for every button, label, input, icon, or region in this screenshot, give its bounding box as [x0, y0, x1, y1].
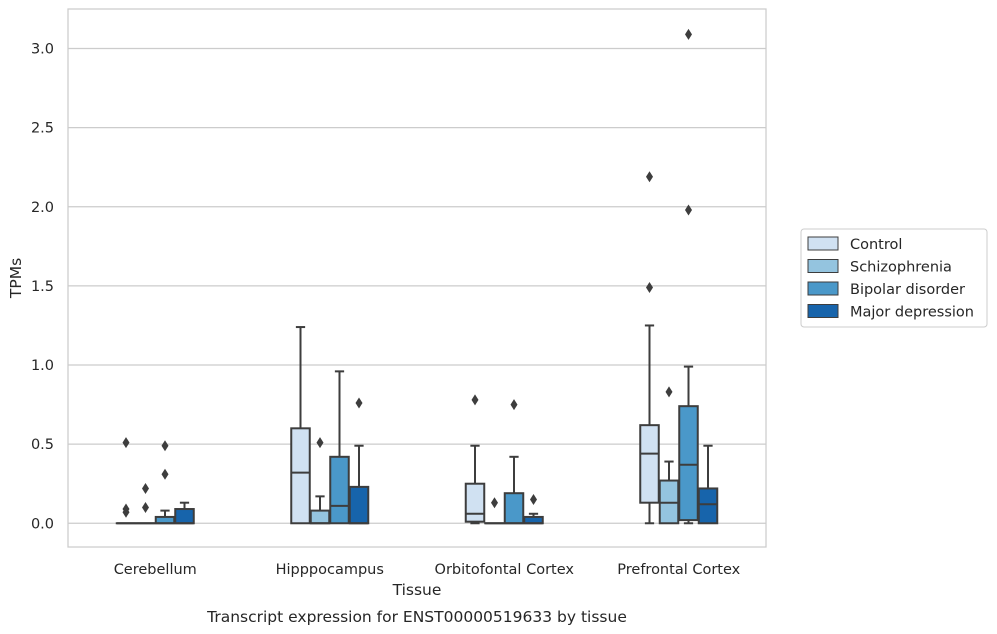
- y-axis-label: TPMs: [7, 258, 25, 299]
- outlier-point: [491, 497, 498, 509]
- legend: Control Schizophrenia Bipolar disorder Majo…: [800, 228, 988, 328]
- box-series: [115, 28, 719, 525]
- x-axis-label: Tissue: [392, 581, 442, 599]
- box-iqr: [503, 492, 525, 525]
- outlier-point: [122, 506, 130, 518]
- y-tick-label: 2.5: [31, 121, 54, 137]
- legend-swatch: [807, 304, 839, 318]
- legend-items: Control Schizophrenia Bipolar disorder Majo…: [807, 236, 974, 321]
- outlier-point: [122, 437, 130, 449]
- box-iqr: [348, 485, 370, 525]
- box-iqr: [639, 424, 660, 504]
- outlier-point: [142, 501, 149, 513]
- outlier-point: [161, 468, 169, 480]
- outlier-point: [685, 28, 692, 40]
- x-axis-ticks: Cerebellum Hipppocampus Orbitofontal Corte…: [114, 562, 741, 578]
- box-iqr: [464, 482, 486, 523]
- legend-label: Control: [850, 237, 902, 253]
- outlier-point: [142, 482, 149, 494]
- box-group: [115, 437, 137, 525]
- x-tick-label: Cerebellum: [114, 562, 197, 578]
- plot-area: [67, 8, 767, 548]
- box-iqr: [697, 487, 719, 525]
- chart-title: Transcript expression for ENST0000051963…: [206, 608, 627, 626]
- legend-label: Schizophrenia: [850, 260, 952, 276]
- outlier-point: [510, 399, 518, 411]
- outlier-point: [665, 386, 673, 398]
- box-iqr: [309, 509, 331, 525]
- outlier-point: [161, 440, 169, 452]
- box-iqr: [678, 405, 699, 522]
- legend-swatch: [807, 236, 839, 251]
- y-tick-label: 0.0: [31, 516, 54, 532]
- box-group: [523, 494, 544, 525]
- y-tick-label: 0.5: [31, 437, 54, 453]
- outlier-point: [530, 494, 537, 506]
- box-group: [464, 394, 486, 525]
- y-tick-label: 1.5: [31, 279, 54, 295]
- box-group: [135, 482, 156, 525]
- outlier-point: [355, 397, 363, 409]
- box-iqr: [174, 508, 195, 525]
- x-tick-label: Hipppocampus: [276, 562, 384, 578]
- outlier-point: [685, 204, 692, 216]
- legend-swatch: [807, 259, 839, 273]
- box-group: [639, 171, 660, 525]
- y-tick-label: 3.0: [31, 42, 54, 58]
- box-group: [678, 28, 699, 525]
- box-group: [484, 497, 505, 525]
- legend-swatch: [807, 281, 839, 296]
- y-tick-label: 1.0: [31, 358, 54, 374]
- legend-label: Major depression: [850, 305, 974, 321]
- box-group: [309, 437, 331, 525]
- outlier-point: [471, 394, 479, 406]
- legend-frame: [800, 228, 988, 328]
- outlier-point: [646, 171, 653, 183]
- y-axis-ticks: 0.0 0.5 1.0 1.5 2.0 2.5 3.0: [31, 42, 54, 533]
- box-group: [329, 370, 350, 525]
- box-group: [697, 444, 719, 525]
- box-iqr: [290, 427, 311, 525]
- x-tick-label: Prefrontal Cortex: [617, 562, 740, 578]
- box-group: [290, 326, 311, 525]
- outlier-point: [316, 437, 324, 449]
- y-tick-label: 2.0: [31, 200, 54, 216]
- legend-label: Bipolar disorder: [850, 282, 965, 298]
- box-group: [503, 399, 525, 525]
- box-group: [348, 397, 370, 525]
- box-group: [154, 440, 176, 525]
- box-group: [658, 386, 680, 525]
- x-tick-label: Orbitofontal Cortex: [435, 562, 575, 578]
- box-iqr: [329, 455, 350, 525]
- outlier-point: [646, 281, 653, 293]
- box-group: [174, 501, 195, 525]
- grid-lines: [68, 47, 766, 524]
